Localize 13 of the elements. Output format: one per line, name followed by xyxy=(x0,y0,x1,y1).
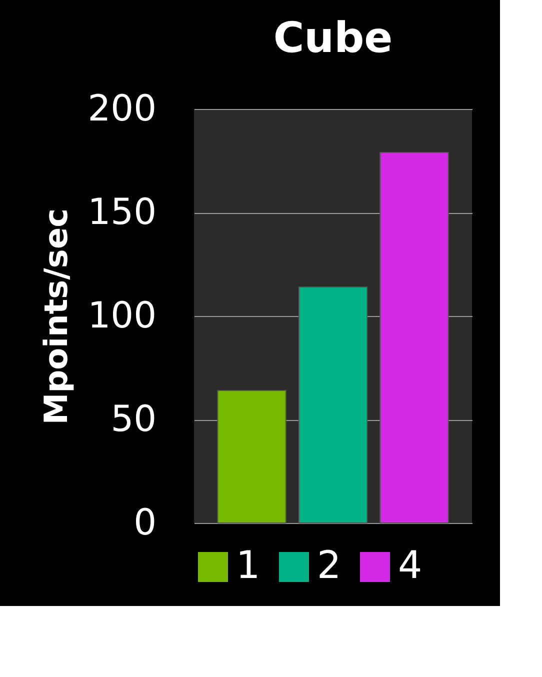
y-tick-label: 200 xyxy=(88,88,156,130)
legend-label: 2 xyxy=(317,543,342,587)
bar xyxy=(217,390,286,524)
legend-label: 4 xyxy=(398,543,422,587)
chart-title: Cube xyxy=(273,13,393,62)
y-axis-title: Mpoints/sec xyxy=(36,208,75,425)
bar xyxy=(380,152,449,524)
y-tick-label: 0 xyxy=(134,502,156,544)
y-tick-label: 50 xyxy=(110,399,156,440)
y-tick-label: 100 xyxy=(88,296,156,336)
y-tick-label: 150 xyxy=(88,192,156,233)
legend-label: 1 xyxy=(236,543,260,587)
bar xyxy=(298,286,368,524)
